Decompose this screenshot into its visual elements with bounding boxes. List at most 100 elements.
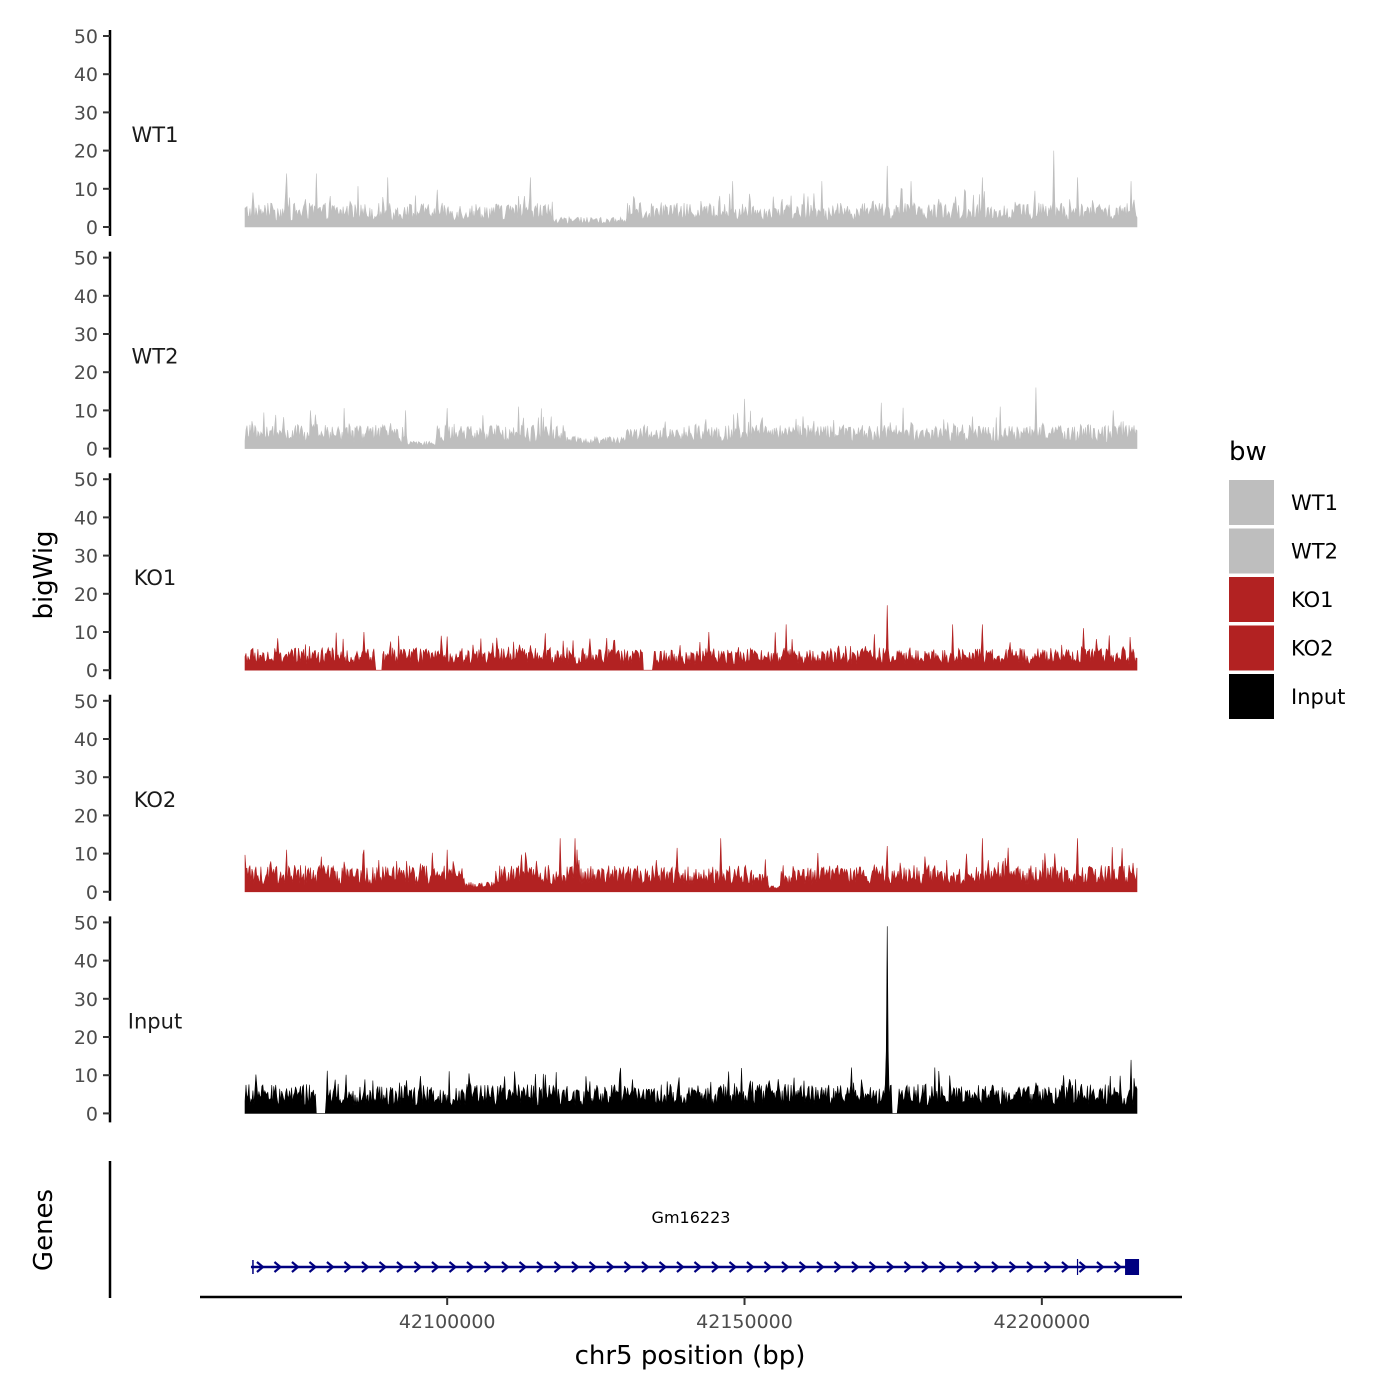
- strand-arrow: [396, 1261, 405, 1273]
- strand-arrow: [676, 1261, 685, 1273]
- strand-arrow: [641, 1261, 650, 1273]
- legend-label-ko1: KO1: [1291, 588, 1334, 612]
- strand-arrow: [781, 1261, 790, 1273]
- strand-arrow: [326, 1261, 335, 1273]
- strand-arrow: [623, 1261, 633, 1273]
- y-tick-label: 30: [74, 102, 98, 124]
- strand-arrow: [693, 1261, 703, 1273]
- y-tick-label: 40: [74, 64, 98, 86]
- legend-swatch-input: [1229, 674, 1274, 719]
- strand-arrow: [431, 1261, 440, 1273]
- y-tick-label: 0: [86, 1103, 98, 1125]
- track-input: 0 10 20 30 40 50 Input: [74, 912, 1138, 1125]
- strand-arrow: [448, 1261, 458, 1273]
- strand-arrow: [606, 1261, 615, 1273]
- strand-arrow: [256, 1261, 265, 1273]
- genes-axis-title: Genes: [29, 1189, 59, 1271]
- legend-swatch-wt1: [1229, 480, 1274, 525]
- strand-arrow: [798, 1261, 808, 1273]
- strand-arrow: [816, 1261, 825, 1273]
- track-wt2: 0 10 20 30 40 50 WT2: [74, 248, 1138, 461]
- strand-arrow: [1113, 1261, 1123, 1273]
- x-tick-label: 42100000: [399, 1311, 496, 1333]
- strand-arrow: [378, 1261, 388, 1273]
- area-wt1: [244, 150, 1138, 228]
- track-ko2: 0 10 20 30 40 50 KO2: [74, 691, 1138, 904]
- strand-arrow: [938, 1261, 948, 1273]
- y-tick-label: 50: [74, 912, 98, 934]
- y-tick-label: 20: [74, 141, 98, 163]
- legend-label-wt1: WT1: [1291, 491, 1338, 515]
- strand-arrow: [1078, 1261, 1088, 1273]
- y-tick-label: 40: [74, 507, 98, 529]
- y-tick-label: 0: [86, 660, 98, 682]
- legend-swatch-ko1: [1229, 577, 1274, 622]
- strand-arrow: [466, 1261, 475, 1273]
- strand-arrow: [413, 1261, 423, 1273]
- legend-title: bw: [1229, 437, 1267, 467]
- x-tick-label: 42200000: [993, 1311, 1090, 1333]
- strand-arrow: [833, 1261, 843, 1273]
- area-wt2: [244, 387, 1138, 449]
- strand-arrow: [1096, 1261, 1105, 1273]
- y-tick-label: 40: [74, 286, 98, 308]
- strand-arrow: [921, 1261, 930, 1273]
- y-tick-label: 10: [74, 844, 98, 866]
- gene-exon-end: [1125, 1259, 1140, 1275]
- strand-arrow: [956, 1261, 965, 1273]
- y-tick-label: 30: [74, 324, 98, 346]
- track-label-ko1: KO1: [134, 566, 177, 590]
- y-tick-label: 10: [74, 622, 98, 644]
- y-tick-label: 10: [74, 400, 98, 422]
- strand-arrow: [291, 1261, 300, 1273]
- strand-arrow: [483, 1261, 493, 1273]
- legend: bw WT1 WT2 KO1 KO2 Input: [1229, 437, 1345, 719]
- track-label-wt1: WT1: [132, 123, 179, 147]
- y-tick-label: 20: [74, 1027, 98, 1049]
- legend-label-wt2: WT2: [1291, 540, 1338, 564]
- y-tick-label: 10: [74, 179, 98, 201]
- strand-arrow: [1026, 1261, 1035, 1273]
- x-axis-title: chr5 position (bp): [575, 1341, 806, 1371]
- legend-swatch-wt2: [1229, 528, 1274, 574]
- strand-arrow: [518, 1261, 528, 1273]
- y-tick-label: 10: [74, 1065, 98, 1087]
- strand-arrow: [536, 1261, 545, 1273]
- strand-arrow: [1043, 1261, 1053, 1273]
- strand-arrow: [763, 1261, 773, 1273]
- strand-arrow: [658, 1261, 668, 1273]
- strand-arrow: [1061, 1261, 1070, 1273]
- strand-arrow: [361, 1261, 370, 1273]
- y-tick-label: 50: [74, 691, 98, 713]
- y-tick-label: 0: [86, 882, 98, 904]
- strand-arrow: [711, 1261, 720, 1273]
- y-tick-label: 30: [74, 989, 98, 1011]
- x-tick-label: 42150000: [696, 1311, 793, 1333]
- strand-arrow: [903, 1261, 913, 1273]
- track-ko1: 0 10 20 30 40 50 KO1: [74, 469, 1138, 682]
- y-tick-label: 50: [74, 248, 98, 270]
- strand-arrow: [973, 1261, 983, 1273]
- track-wt1: 0 10 20 30 40 50 WT1: [74, 26, 1138, 239]
- strand-arrow: [308, 1261, 318, 1273]
- strand-arrow: [868, 1261, 878, 1273]
- strand-arrow: [501, 1261, 510, 1273]
- strand-arrow: [1008, 1261, 1018, 1273]
- y-tick-label: 20: [74, 805, 98, 827]
- track-label-input: Input: [128, 1009, 182, 1033]
- y-axis-title: bigWig: [29, 530, 59, 619]
- strand-arrow: [746, 1261, 755, 1273]
- area-ko2: [244, 838, 1138, 893]
- strand-arrow: [588, 1261, 598, 1273]
- legend-label-input: Input: [1291, 685, 1345, 709]
- y-tick-label: 40: [74, 951, 98, 973]
- strand-arrow: [553, 1261, 563, 1273]
- coverage-tracks: 0 10 20 30 40 50 WT1 0 10 20 30 40 50 WT2 0 10 20 30 40 50 K…: [74, 26, 1138, 1125]
- y-tick-label: 20: [74, 584, 98, 606]
- y-tick-label: 0: [86, 439, 98, 461]
- strand-arrow: [728, 1261, 738, 1273]
- y-tick-label: 50: [74, 469, 98, 491]
- track-label-wt2: WT2: [132, 345, 179, 369]
- strand-arrow: [273, 1261, 283, 1273]
- area-ko1: [244, 605, 1138, 671]
